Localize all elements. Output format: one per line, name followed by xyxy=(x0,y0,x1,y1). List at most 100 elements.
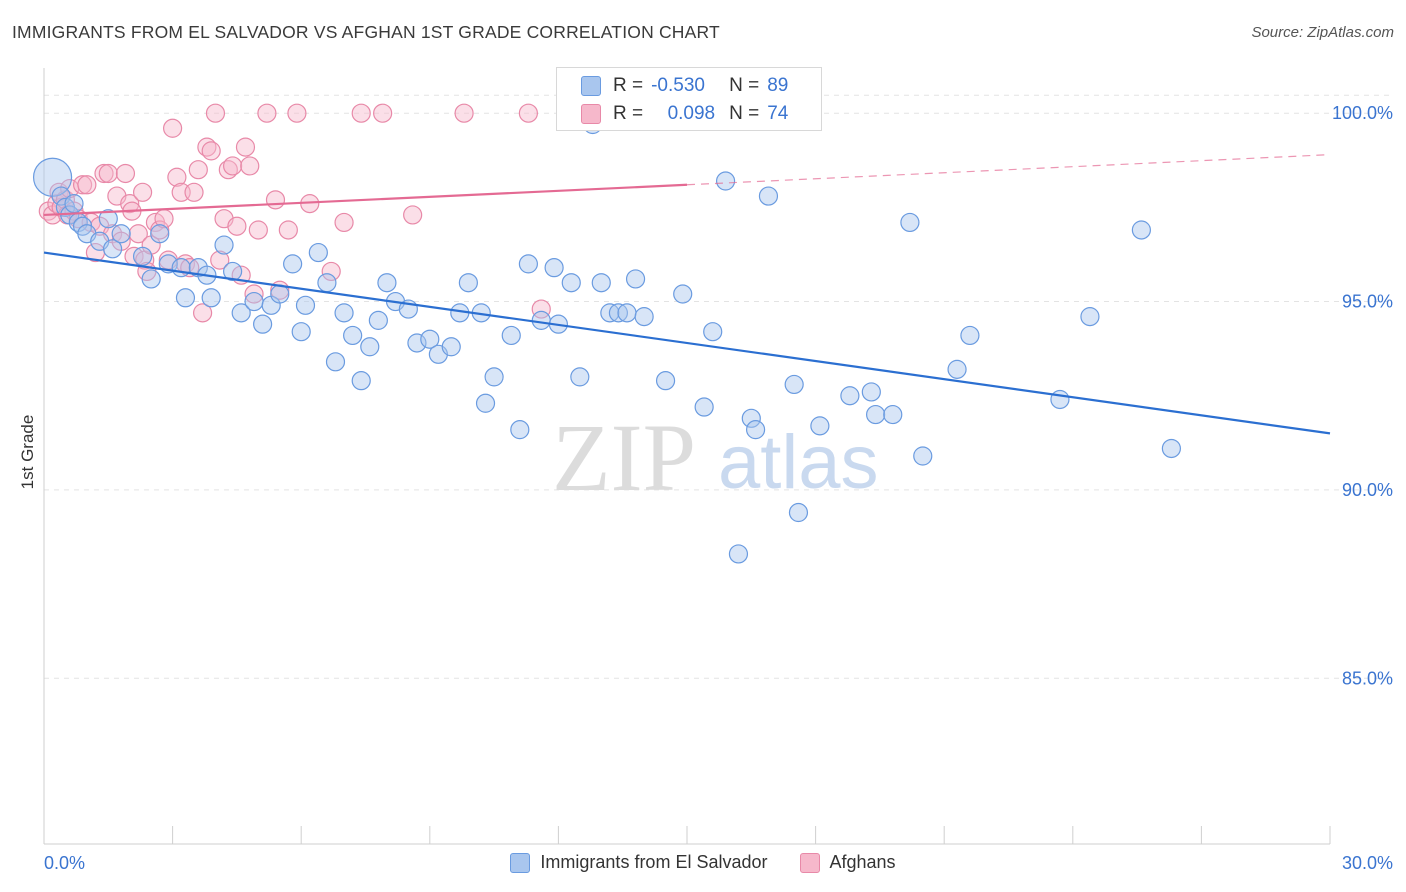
el-salvador-point xyxy=(1131,220,1151,240)
legend-item-afghans[interactable]: Afghans xyxy=(799,852,896,873)
el-salvador-point xyxy=(840,386,860,406)
afghans-point xyxy=(94,163,114,184)
axes xyxy=(43,68,1331,845)
afghans-point xyxy=(77,175,97,195)
el-salvador-point xyxy=(715,171,736,191)
afghans-point xyxy=(98,163,118,184)
el-salvador-point xyxy=(531,310,551,330)
afghans-point xyxy=(201,141,221,161)
el-salvador-point xyxy=(295,295,316,315)
el-salvador-point xyxy=(617,303,637,323)
el-salvador-point xyxy=(1161,438,1181,459)
el-salvador-point xyxy=(377,273,397,293)
el-salvador-point xyxy=(291,322,311,342)
r-label: R = xyxy=(613,75,644,96)
afghans-point xyxy=(321,261,341,282)
afghans-point xyxy=(244,284,264,304)
afghans-point xyxy=(351,103,371,123)
afghans-point xyxy=(287,103,307,123)
n-value: 74 xyxy=(767,103,789,124)
afghans-point xyxy=(167,167,187,187)
afghans-point xyxy=(334,212,354,233)
y-tick-label: 85.0% xyxy=(1342,668,1393,688)
el-salvador-point xyxy=(570,367,590,387)
blue-swatch-icon xyxy=(581,76,601,96)
el-salvador-point xyxy=(913,446,933,466)
afghans-point xyxy=(163,118,183,138)
el-salvador-point xyxy=(223,261,243,282)
el-salvador-point xyxy=(1080,307,1100,327)
el-salvador-point xyxy=(317,273,337,293)
el-salvador-point xyxy=(634,307,654,327)
el-salvador-point xyxy=(510,420,530,440)
el-salvador-point xyxy=(501,325,521,346)
el-salvador-point xyxy=(111,224,131,244)
afghans-point xyxy=(72,175,93,195)
afghans-point xyxy=(115,163,136,184)
stats-row-el-salvador: R = -0.530 N = 89 xyxy=(581,74,788,98)
el-salvador-point xyxy=(591,273,611,293)
el-salvador-point xyxy=(244,291,264,312)
afghans-trend-line xyxy=(43,183,688,217)
pink-swatch-icon xyxy=(799,852,820,873)
el-salvador-point xyxy=(625,269,646,289)
el-salvador-point xyxy=(1050,389,1070,410)
afghans-point xyxy=(235,137,256,157)
el-salvador-points xyxy=(32,114,1181,564)
afghans-point xyxy=(205,103,226,123)
afghans-point xyxy=(518,103,538,123)
afghans-point xyxy=(184,182,204,202)
r-label: R = xyxy=(613,103,644,124)
n-value: 89 xyxy=(767,75,789,96)
el-salvador-point xyxy=(947,359,967,379)
el-salvador-point xyxy=(900,212,920,233)
blue-swatch-icon xyxy=(510,852,531,873)
el-salvador-point xyxy=(360,337,380,357)
el-salvador-point xyxy=(561,273,581,293)
afghans-point xyxy=(265,190,286,210)
legend-item-el-salvador[interactable]: Immigrants from El Salvador xyxy=(510,852,768,873)
el-salvador-point xyxy=(325,352,346,372)
afghans-point xyxy=(193,303,213,323)
el-salvador-point xyxy=(150,224,170,244)
el-salvador-point xyxy=(745,420,766,440)
afghans-point xyxy=(132,182,153,202)
afghans-point xyxy=(257,103,277,123)
afghans-point xyxy=(120,194,140,214)
el-salvador-point xyxy=(171,258,191,278)
el-salvador-point xyxy=(861,382,881,402)
el-salvador-point xyxy=(484,367,504,387)
el-salvador-point xyxy=(544,258,564,278)
afghans-point xyxy=(223,156,243,176)
el-salvador-point xyxy=(231,303,251,323)
afghans-point xyxy=(128,224,148,244)
r-value: -0.530 xyxy=(651,75,705,96)
watermark-zip: ZIP xyxy=(552,404,696,511)
afghans-point xyxy=(403,205,423,225)
n-label: N = xyxy=(729,103,760,124)
el-salvador-point xyxy=(334,303,354,323)
source-credit: Source: ZipAtlas.com xyxy=(1251,24,1394,41)
el-salvador-point xyxy=(784,374,804,395)
el-salvador-point xyxy=(64,194,84,214)
afghans-point xyxy=(210,250,230,270)
stats-row-afghans: R = 0.098 N = 74 xyxy=(581,102,788,126)
el-salvador-point xyxy=(441,337,461,357)
tick-labels: 85.0% 90.0% 95.0% 100.0% 0.0% 30.0% xyxy=(44,103,1393,873)
afghans-point xyxy=(188,160,208,180)
el-salvador-point xyxy=(102,239,123,259)
r-value: 0.098 xyxy=(667,103,716,124)
el-salvador-point xyxy=(420,329,440,349)
el-salvador-point xyxy=(655,371,676,391)
el-salvador-point xyxy=(475,393,496,413)
el-salvador-point xyxy=(741,408,761,428)
afghans-point xyxy=(240,156,260,176)
afghans-point xyxy=(248,220,268,240)
stats-legend: R = -0.530 N = 89 R = 0.098 N = 74 xyxy=(556,67,822,131)
x-tick-label: 30.0% xyxy=(1342,853,1393,873)
afghans-point xyxy=(454,103,474,123)
el-salvador-point xyxy=(694,397,714,417)
watermark-atlas: atlas xyxy=(718,420,879,505)
y-tick-label: 100.0% xyxy=(1332,103,1393,123)
